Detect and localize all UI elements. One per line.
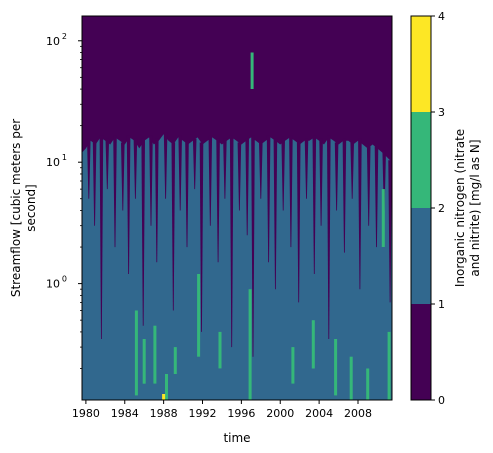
dark-streak <box>304 138 309 199</box>
x-tick-label: 1992 <box>189 407 217 420</box>
level-2-3-patch <box>197 274 201 357</box>
dark-streak <box>141 138 145 326</box>
dark-streak <box>223 138 227 199</box>
level-2-3-patch <box>250 52 254 89</box>
level-2-3-patch <box>334 339 338 396</box>
dark-streak <box>319 138 323 226</box>
dark-streak <box>126 135 131 274</box>
dark-streak <box>237 142 242 211</box>
dark-streak <box>312 135 317 274</box>
dark-streak <box>178 135 182 211</box>
dark-streak <box>185 142 189 248</box>
dark-streak <box>281 138 285 211</box>
heatmap-plot-area <box>82 16 392 400</box>
x-tick-label: 2000 <box>266 407 294 420</box>
y-tick-exponent: 2 <box>62 32 67 41</box>
dark-streak <box>155 138 159 263</box>
dark-streak <box>259 142 263 199</box>
colorbar-segment <box>411 112 431 208</box>
colorbar-segment <box>411 304 431 400</box>
level-2-3-patch <box>142 339 146 384</box>
dark-streak <box>334 142 339 211</box>
colorbar-tick-label: 1 <box>438 298 445 311</box>
level-2-3-patch <box>291 347 295 384</box>
dark-streak <box>245 138 249 236</box>
level-2-3-patch <box>366 368 370 400</box>
colorbar-segment <box>411 16 431 112</box>
dark-streak <box>99 135 104 339</box>
dark-streak <box>216 138 220 263</box>
y-tick-label: 10 <box>46 35 60 48</box>
dark-streak <box>105 138 110 190</box>
dark-streak <box>208 135 213 226</box>
x-tick-label: 1988 <box>150 407 178 420</box>
y-tick-exponent: 1 <box>62 153 67 162</box>
x-tick-label: 2008 <box>344 407 372 420</box>
y-axis-label-line1: Streamflow [cubic meters per <box>9 119 23 297</box>
dark-streak <box>366 146 371 226</box>
dark-streak <box>171 142 176 311</box>
plot-frame <box>81 15 393 401</box>
dark-streak <box>374 146 379 248</box>
level-2-3-patch <box>311 320 315 369</box>
level-0-1-region <box>82 16 392 163</box>
level-3-4-patch <box>162 394 166 400</box>
dark-streak <box>342 138 347 253</box>
heatmap-layers <box>82 16 392 400</box>
level-2-3-patch <box>173 347 177 374</box>
level-2-3-patch <box>381 189 385 247</box>
colorbar <box>410 15 432 401</box>
x-tick-label: 2004 <box>305 407 333 420</box>
level-2-3-patch <box>134 310 138 396</box>
dark-streak <box>273 138 278 290</box>
dark-streak <box>163 132 168 199</box>
dark-streak <box>149 135 153 226</box>
colorbar-ticks: 0 1 2 3 4 <box>431 10 445 407</box>
dark-streak <box>113 135 117 248</box>
y-tick-exponent: 0 <box>62 275 67 284</box>
dark-streak <box>350 142 354 199</box>
colorbar-label-line1: Inorganic nitrogen (nitrate <box>453 129 467 287</box>
x-tick-label: 1980 <box>72 407 100 420</box>
dark-streak <box>251 135 255 357</box>
dark-streak <box>289 135 293 248</box>
colorbar-tick-label: 0 <box>438 394 445 407</box>
dark-streak <box>358 138 362 290</box>
dark-streak <box>266 135 271 263</box>
dark-streak <box>133 138 138 199</box>
dark-streak <box>192 138 197 190</box>
level-2-3-patch <box>349 356 353 400</box>
level-2-3-patch <box>248 289 252 400</box>
dark-streak <box>121 142 125 211</box>
x-tick-label: 1996 <box>227 407 255 420</box>
dark-streak <box>229 135 234 348</box>
x-tick-label: 1984 <box>111 407 139 420</box>
dark-streak <box>382 150 386 211</box>
colorbar-label-line2: and nitrite) [mg/l as N] <box>468 139 482 276</box>
x-axis-ticks: 1980 1984 1988 1992 1996 2000 2004 2008 <box>72 400 372 420</box>
dark-streak <box>87 138 91 199</box>
x-axis-label: time <box>223 431 250 445</box>
colorbar-tick-label: 4 <box>438 10 445 23</box>
y-tick-label: 10 <box>46 156 60 169</box>
y-axis-label-line2: second] <box>24 184 38 231</box>
level-2-3-patch <box>387 331 391 400</box>
colorbar-tick-label: 2 <box>438 202 445 215</box>
dark-streak <box>92 142 97 226</box>
level-2-3-patch <box>153 325 157 384</box>
dark-streak <box>327 135 331 339</box>
colorbar-tick-label: 3 <box>438 106 445 119</box>
colorbar-segment <box>411 208 431 304</box>
level-2-3-patch <box>165 374 168 400</box>
dark-streak <box>296 142 301 303</box>
dark-streak <box>388 160 392 303</box>
level-2-3-patch <box>218 331 222 369</box>
dark-streak <box>199 142 204 332</box>
y-tick-label: 10 <box>46 278 60 291</box>
